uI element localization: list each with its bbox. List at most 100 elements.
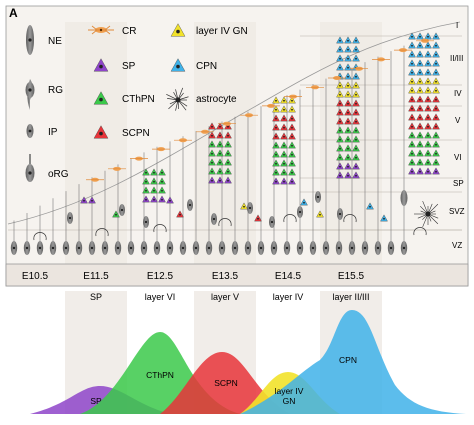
cpn-neuron-nucleus [347, 39, 349, 42]
cthpn-neuron-nucleus [153, 189, 155, 192]
cthpn-neuron-nucleus [355, 129, 357, 132]
cr-legend-label: CR [122, 26, 136, 37]
curve-label-layer4: layer IV GN [275, 386, 304, 406]
cpn-neuron-nucleus [419, 71, 421, 74]
rg-nucleus [311, 246, 315, 250]
stage-axis-bar [5, 263, 469, 287]
cthpn-neuron-nucleus [291, 153, 293, 156]
astrocyte-legend-icon [166, 87, 189, 111]
scpn-neuron-nucleus [411, 107, 413, 110]
scpn-legend-label: SCPN [122, 128, 150, 139]
cajal-retzius-cells [86, 38, 434, 182]
sp-neuron-nucleus [275, 180, 277, 183]
ip-nucleus [188, 203, 192, 207]
cthpn-neuron-nucleus [419, 161, 421, 164]
cell-type-legend: NE RG IP oRG [25, 25, 69, 182]
ip-nucleus [338, 212, 342, 216]
cthpn-neuron-nucleus [211, 161, 213, 164]
curve-labels: SP CThPN SCPN layer IV GN CPN [90, 355, 357, 406]
scpn-neuron-nucleus [347, 120, 349, 123]
stage-band [65, 22, 127, 264]
layer4-neuron-nucleus [411, 89, 413, 92]
cpn-legend-icon [170, 58, 186, 72]
rg-nucleus [77, 246, 81, 250]
stage-e13-5: E13.5 [212, 271, 239, 282]
cpn-neuron-nucleus [339, 39, 341, 42]
scpn-neuron-nucleus [347, 111, 349, 114]
cpn-neuron-nucleus [411, 35, 413, 38]
cthpn-neuron-nucleus [153, 180, 155, 183]
ip-cell-icon [26, 124, 34, 138]
cthpn-neuron-nucleus [291, 171, 293, 174]
b-col-layer2-3: layer II/III [332, 292, 369, 302]
ip-nucleus [316, 195, 320, 199]
cthpn-neuron-nucleus [219, 170, 221, 173]
cpn-neuron-nucleus [355, 75, 357, 78]
cthpn-neuron-nucleus [275, 171, 277, 174]
layer4-neuron-nucleus [355, 84, 357, 87]
scpn-neuron-nucleus [355, 111, 357, 114]
stage-labels: E10.5 E11.5 E12.5 E13.5 E14.5 E15.5 [22, 271, 365, 282]
rg-nucleus [285, 246, 289, 250]
sp-neuron-nucleus [411, 170, 413, 173]
sp-legend-label: SP [122, 61, 136, 72]
scpn-neuron-nucleus [435, 98, 437, 101]
scpn-neuron-nucleus [411, 125, 413, 128]
layer4-migrating-neuron-nucleus [243, 205, 245, 208]
scpn-neuron-nucleus [283, 117, 285, 120]
layer-label-vz: VZ [452, 241, 462, 250]
stage-bands [65, 22, 382, 264]
layer4-neuron-nucleus [419, 89, 421, 92]
sp-neuron-nucleus [427, 170, 429, 173]
rg-nucleus [155, 246, 159, 250]
layer4-neuron-nucleus [427, 80, 429, 83]
sp-neuron-nucleus [339, 174, 341, 177]
panel-b-column-labels: SP layer VI layer V layer IV layer II/II… [90, 292, 370, 302]
division-arrow [153, 224, 167, 233]
cthpn-neuron-nucleus [427, 134, 429, 137]
cthpn-neuron-nucleus [219, 143, 221, 146]
stage-e10-5: E10.5 [22, 271, 49, 282]
division-arrow [413, 227, 427, 236]
b-col-layer5: layer V [211, 292, 239, 302]
sp-neuron-nucleus [227, 179, 229, 182]
layer4-neuron-nucleus [435, 89, 437, 92]
ip-nucleus [270, 220, 274, 224]
cpn-neuron-nucleus [347, 48, 349, 51]
cthpn-neuron-nucleus [227, 170, 229, 173]
rg-nucleus [350, 246, 354, 250]
rg-nucleus [207, 246, 211, 250]
layer4-neuron-nucleus [291, 99, 293, 102]
stage-e15-5: E15.5 [338, 271, 365, 282]
layer4-neuron-nucleus [435, 80, 437, 83]
scpn-neuron-nucleus [419, 116, 421, 119]
cpn-neuron-nucleus [419, 35, 421, 38]
scpn-neuron-nucleus [435, 125, 437, 128]
rg-nucleus [389, 246, 393, 250]
layer4-legend-label: layer IV GN [196, 26, 248, 37]
scpn-neuron-nucleus [219, 134, 221, 137]
layer-label-6: VI [454, 153, 462, 162]
cpn-neuron-nucleus [347, 66, 349, 69]
layer4-neuron-nucleus [419, 80, 421, 83]
scpn-migrating-neuron-nucleus [257, 217, 259, 220]
org-label: oRG [48, 169, 69, 180]
cthpn-neuron-nucleus [411, 143, 413, 146]
layer4-neuron-nucleus [427, 89, 429, 92]
scpn-neuron-nucleus [427, 125, 429, 128]
cpn-neuron-nucleus [347, 75, 349, 78]
cpn-neuron-nucleus [339, 48, 341, 51]
division-arrow [283, 214, 297, 223]
layer4-neuron-nucleus [411, 80, 413, 83]
cthpn-neuron-nucleus [419, 134, 421, 137]
scpn-neuron-nucleus [411, 116, 413, 119]
cthpn-neuron-nucleus [339, 129, 341, 132]
b-col-layer4: layer IV [273, 292, 304, 302]
rg-cell-icon [25, 70, 35, 110]
layer-label-5: V [455, 116, 461, 125]
stage-e12-5: E12.5 [147, 271, 174, 282]
stage-band [194, 22, 256, 264]
division-arrow [218, 218, 232, 227]
sp-neuron-nucleus [219, 179, 221, 182]
cpn-neuron-nucleus [427, 35, 429, 38]
